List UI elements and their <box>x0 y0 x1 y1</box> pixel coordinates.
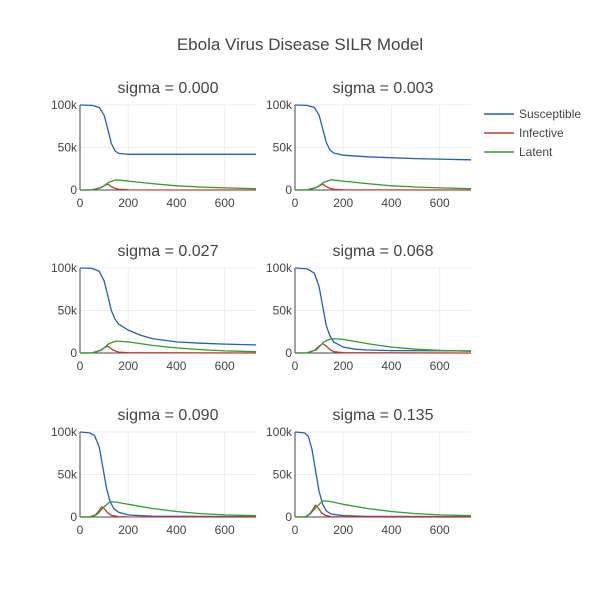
y-tick-label: 50k <box>273 304 293 318</box>
series-line-latent <box>294 337 472 354</box>
x-tick-label: 200 <box>118 196 138 210</box>
y-tick-label: 50k <box>273 468 293 482</box>
x-tick-label: 400 <box>381 196 401 210</box>
series-line-susceptible <box>294 267 472 352</box>
y-tick-label: 0 <box>285 346 292 360</box>
x-tick-label: 0 <box>292 359 299 373</box>
series-line-latent <box>294 179 472 191</box>
legend-item-susceptible[interactable]: Susceptible <box>484 107 581 121</box>
x-tick-label: 600 <box>215 359 235 373</box>
x-tick-label: 0 <box>77 196 84 210</box>
x-tick-label: 200 <box>118 523 138 537</box>
y-tick-label: 100k <box>266 261 293 275</box>
subplot-1: sigma = 0.000 0 200 400 600 0 50k 100k <box>51 80 257 210</box>
y-tick-label: 0 <box>70 510 77 524</box>
x-tick-label: 200 <box>333 523 353 537</box>
subplot-title: sigma = 0.000 <box>118 80 219 97</box>
x-tick-label: 400 <box>166 196 186 210</box>
y-tick-label: 50k <box>58 141 78 155</box>
x-tick-label: 400 <box>166 523 186 537</box>
series-line-susceptible <box>79 267 257 346</box>
x-tick-label: 200 <box>118 359 138 373</box>
series-line-latent <box>79 340 257 354</box>
y-tick-label: 100k <box>51 98 78 112</box>
subplot-title: sigma = 0.135 <box>333 407 434 424</box>
legend-item-latent[interactable]: Latent <box>484 145 553 159</box>
subplot-title: sigma = 0.027 <box>118 243 219 260</box>
legend-label: Latent <box>519 145 553 159</box>
x-tick-label: 600 <box>430 196 450 210</box>
series-line-latent <box>79 501 257 518</box>
legend-label: Infective <box>519 126 564 140</box>
subplot-2: sigma = 0.003 0 200 400 600 0 50k 100k <box>266 80 472 210</box>
series-line-susceptible <box>294 104 472 161</box>
x-tick-label: 600 <box>430 359 450 373</box>
y-tick-label: 100k <box>51 261 78 275</box>
x-tick-label: 0 <box>77 359 84 373</box>
x-tick-label: 400 <box>381 523 401 537</box>
y-tick-label: 50k <box>58 468 78 482</box>
y-tick-label: 0 <box>70 346 77 360</box>
series-line-latent <box>79 179 257 191</box>
y-tick-label: 100k <box>266 98 293 112</box>
y-tick-label: 100k <box>51 425 78 439</box>
x-tick-label: 400 <box>381 359 401 373</box>
chart-title: Ebola Virus Disease SILR Model <box>177 35 423 54</box>
x-tick-label: 600 <box>215 523 235 537</box>
legend[interactable]: Susceptible Infective Latent <box>484 107 581 159</box>
y-tick-label: 100k <box>266 425 293 439</box>
legend-label: Susceptible <box>519 107 581 121</box>
y-tick-label: 0 <box>70 183 77 197</box>
series-line-susceptible <box>294 431 472 518</box>
subplot-4: sigma = 0.068 0 200 400 600 0 50k 100k <box>266 243 472 373</box>
legend-item-infective[interactable]: Infective <box>484 126 564 140</box>
series-line-latent <box>294 500 472 518</box>
x-tick-label: 0 <box>292 523 299 537</box>
subplot-5: sigma = 0.090 0 200 400 600 0 50k 100k <box>51 407 257 537</box>
x-tick-label: 200 <box>333 196 353 210</box>
x-tick-label: 200 <box>333 359 353 373</box>
x-tick-label: 600 <box>430 523 450 537</box>
y-tick-label: 50k <box>58 304 78 318</box>
x-tick-label: 0 <box>292 196 299 210</box>
subplot-3: sigma = 0.027 0 200 400 600 0 50k 100k <box>51 243 257 373</box>
y-tick-label: 50k <box>273 141 293 155</box>
subplot-6: sigma = 0.135 0 200 400 600 0 50k 100k <box>266 407 472 537</box>
subplot-title: sigma = 0.090 <box>118 407 219 424</box>
y-tick-label: 0 <box>285 510 292 524</box>
x-tick-label: 600 <box>215 196 235 210</box>
x-tick-label: 0 <box>77 523 84 537</box>
subplot-title: sigma = 0.003 <box>333 80 434 97</box>
x-tick-label: 400 <box>166 359 186 373</box>
series-line-susceptible <box>79 104 256 155</box>
subplot-title: sigma = 0.068 <box>333 243 434 260</box>
y-tick-label: 0 <box>285 183 292 197</box>
